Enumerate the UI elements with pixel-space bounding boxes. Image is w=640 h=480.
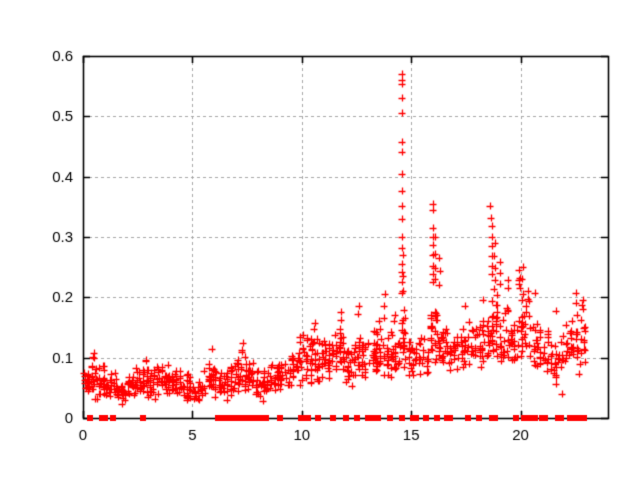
gnuplot-figure: Day 354 of 2020, SRMTID for receiver sth… [0, 0, 640, 480]
plot-canvas [0, 0, 640, 480]
